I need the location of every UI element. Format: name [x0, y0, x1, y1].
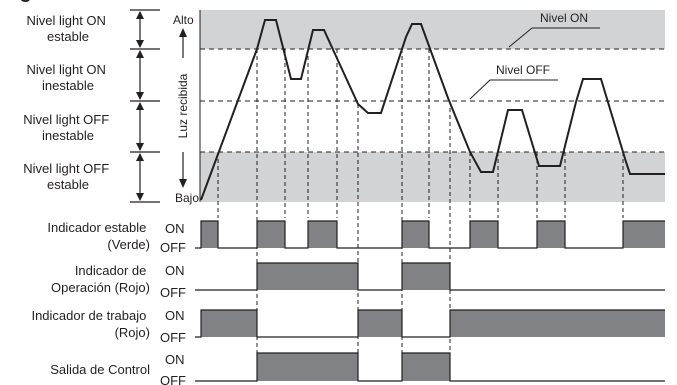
light-waveform [200, 19, 665, 201]
off-stable-band [200, 152, 665, 202]
stable-pulse [537, 221, 565, 248]
level-label-on-stable: Nivel light ON estable [26, 13, 109, 44]
operation-pulse [257, 263, 358, 290]
stable-pulse [623, 221, 665, 248]
level-labels: Nivel light ON estable Nivel light ON in… [23, 13, 113, 192]
signal-work [195, 309, 665, 338]
time-markers [217, 49, 624, 353]
annotation-on-level: Nivel ON [540, 11, 588, 25]
signal-stable [195, 220, 665, 249]
annotation-on-pointer [508, 27, 533, 48]
axis-low-label: Bajo [175, 191, 199, 205]
annotation-off-pointer [469, 79, 491, 100]
state-off-1: OFF [160, 240, 186, 255]
state-on-1: ON [165, 221, 185, 236]
annotation-off-level: Nivel OFF [496, 63, 550, 77]
range-markers [130, 9, 160, 203]
output-trace [195, 352, 665, 382]
stable-pulse [257, 221, 285, 248]
work-pulse [201, 310, 257, 337]
signal-labels: Indicador estable (Verde) Indicador de O… [31, 220, 150, 377]
axis-high-label: Alto [173, 13, 194, 27]
signal-label-output: Salida de Control [50, 362, 150, 377]
state-on-4: ON [165, 352, 185, 367]
state-on-2: ON [165, 263, 185, 278]
operation-pulse [402, 263, 450, 290]
axis-arrow [179, 28, 187, 188]
state-off-3: OFF [160, 330, 186, 345]
title-fragment: ig [14, 0, 32, 3]
level-label-off-unstable: Nivel light OFF inestable [23, 112, 113, 143]
state-off-4: OFF [160, 373, 186, 385]
signal-label-work: Indicador de trabajo (Rojo) [31, 308, 150, 340]
stable-pulse [201, 221, 218, 248]
signal-label-stable: Indicador estable (Verde) [47, 220, 150, 252]
stable-pulse [402, 221, 429, 248]
work-pulse [358, 310, 402, 337]
state-on-3: ON [165, 308, 185, 323]
level-label-on-unstable: Nivel light ON inestable [26, 62, 109, 93]
output-pulse [402, 353, 450, 381]
work-pulse [450, 310, 665, 337]
state-off-2: OFF [160, 285, 186, 300]
output-pulse [257, 353, 358, 381]
stable-trace [195, 220, 665, 249]
work-trace [195, 309, 665, 338]
signal-label-operation: Indicador de Operación (Rojo) [51, 263, 150, 295]
stable-pulse [308, 221, 337, 248]
signal-output [195, 352, 665, 382]
axis-label: Luz recibida [176, 73, 190, 138]
level-label-off-stable: Nivel light OFF estable [23, 161, 113, 192]
on-stable-band [200, 10, 665, 49]
signal-operation [195, 262, 665, 291]
operation-trace [195, 262, 665, 291]
stable-pulse [470, 221, 498, 248]
state-labels: ON OFF ON OFF ON OFF ON OFF [160, 221, 186, 385]
